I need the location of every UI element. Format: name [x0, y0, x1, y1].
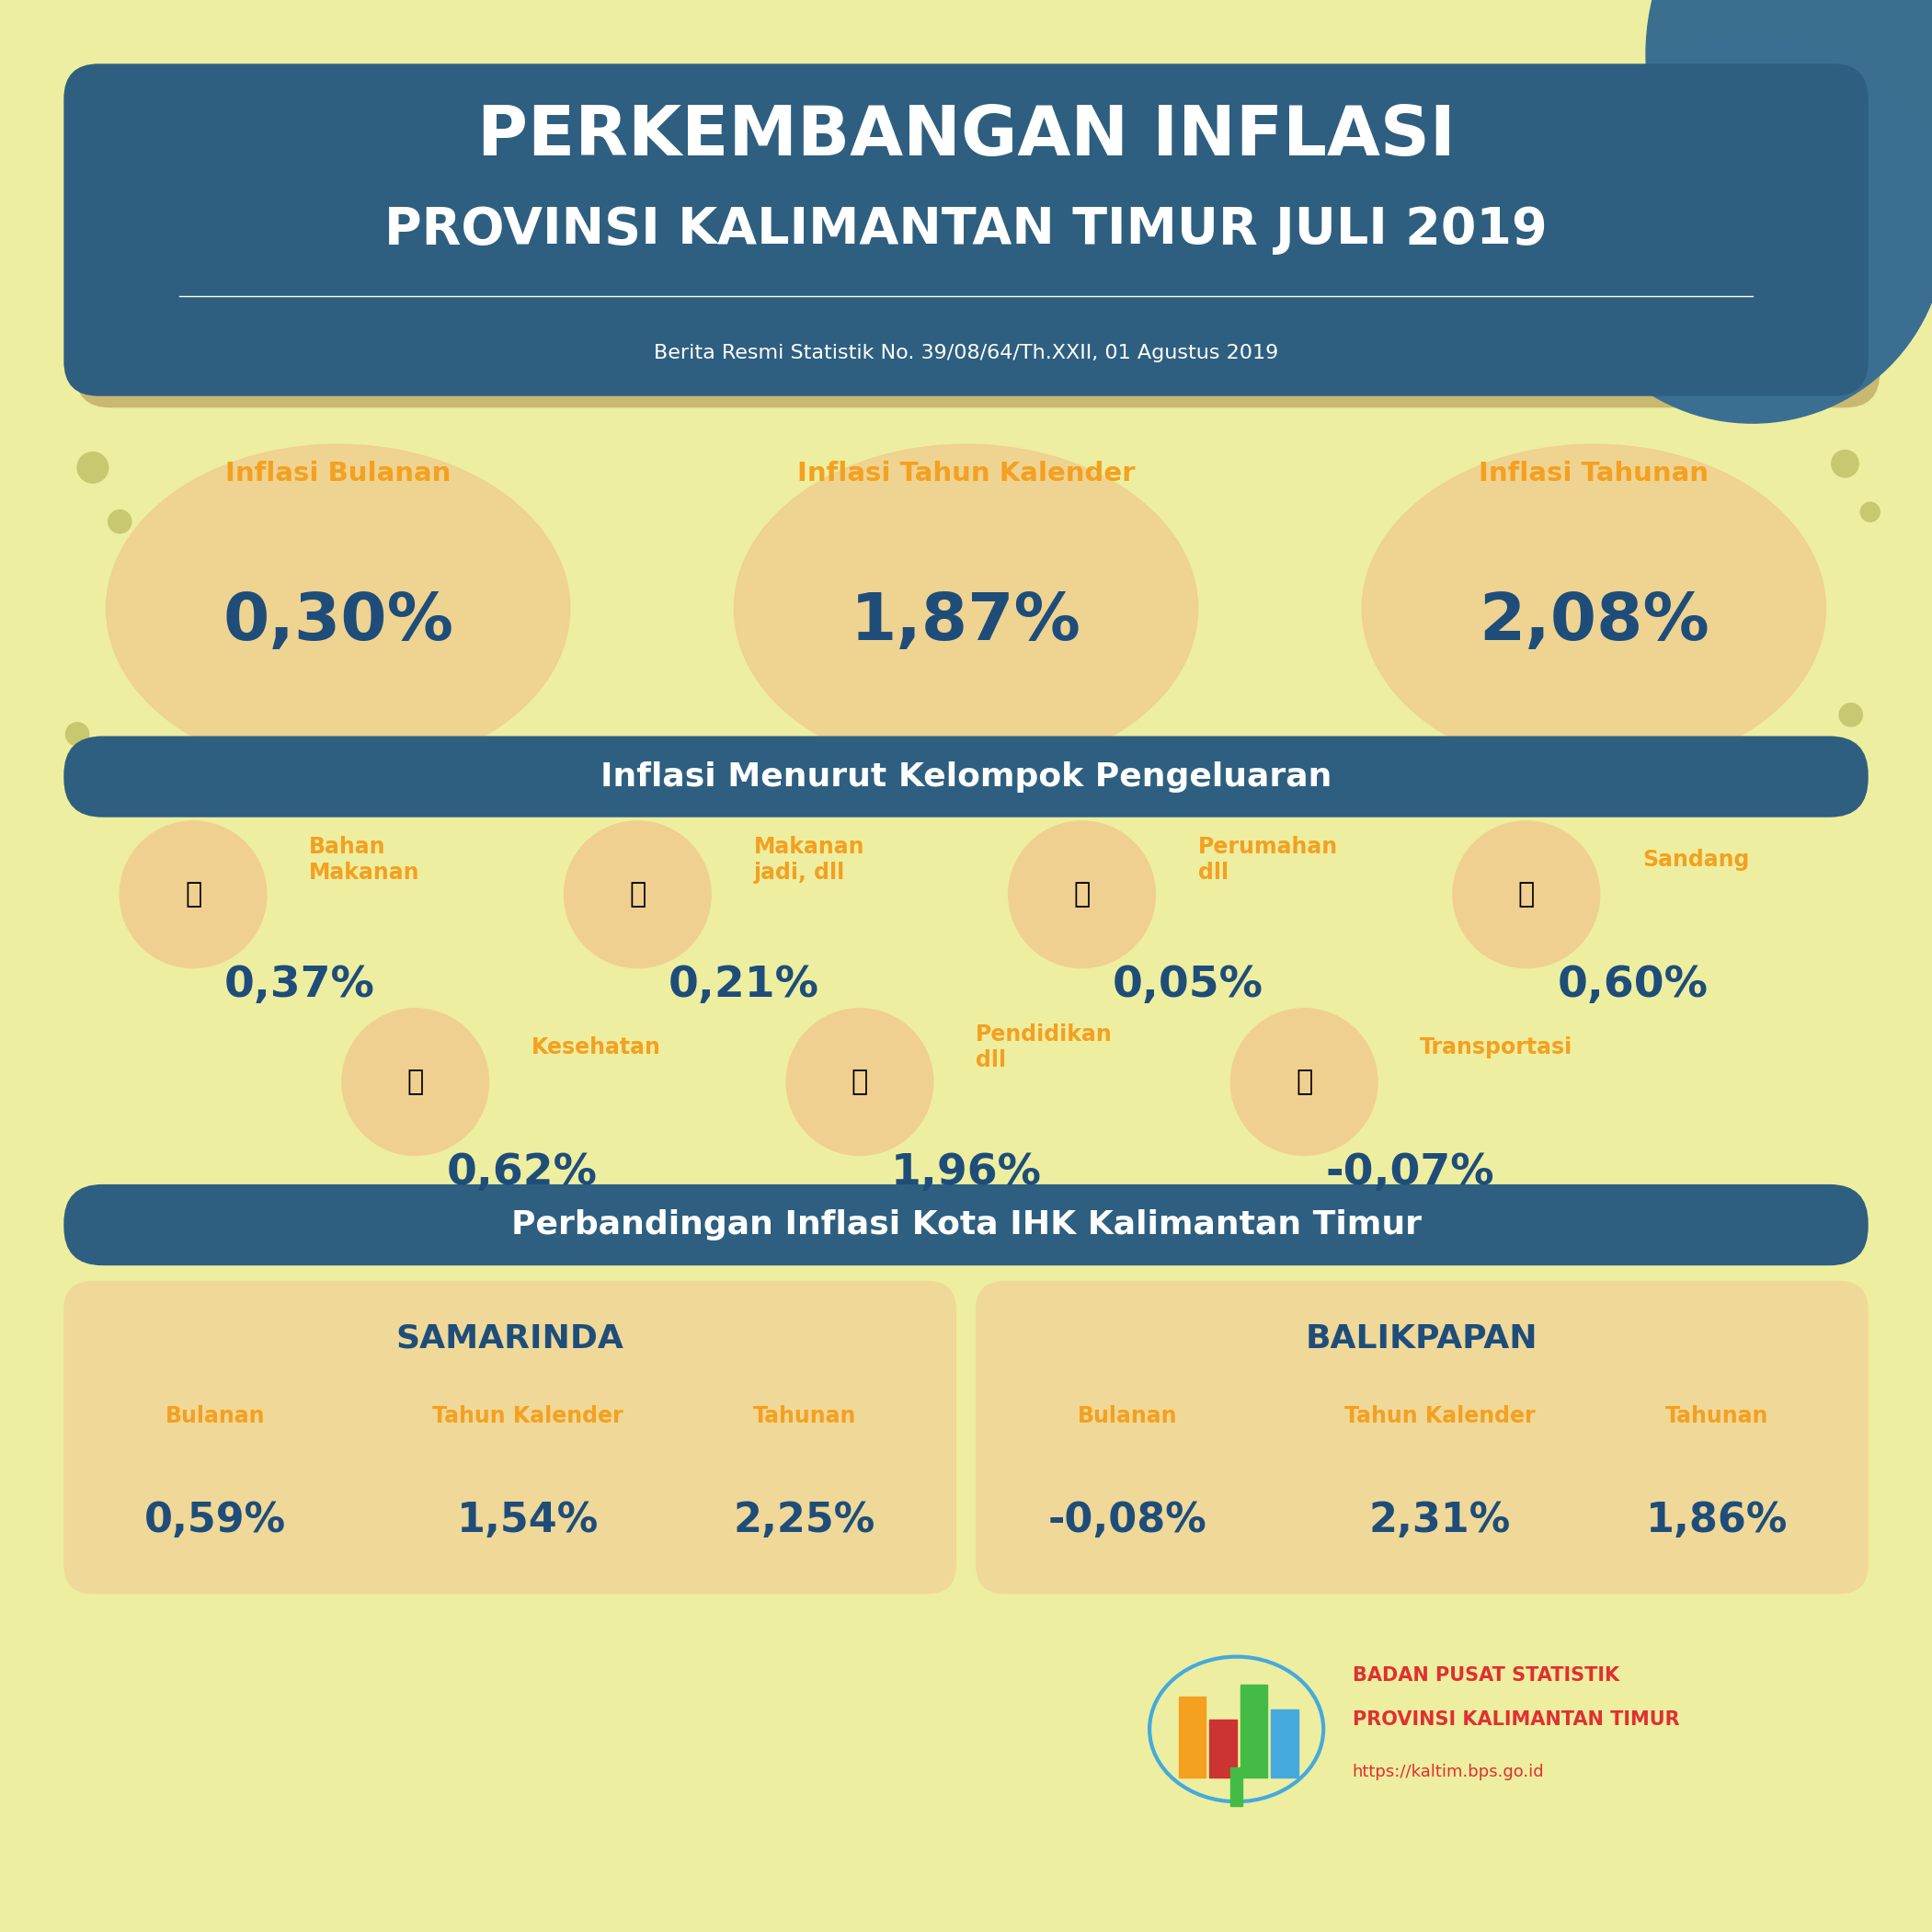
- Text: 0,05%: 0,05%: [1113, 964, 1264, 1007]
- Text: Perbandingan Inflasi Kota IHK Kalimantan Timur: Perbandingan Inflasi Kota IHK Kalimantan…: [510, 1209, 1422, 1240]
- Circle shape: [1861, 502, 1880, 522]
- Text: 👔: 👔: [1519, 881, 1534, 908]
- Circle shape: [120, 821, 267, 968]
- Text: 1,86%: 1,86%: [1646, 1501, 1787, 1540]
- Text: Berita Resmi Statistik No. 39/08/64/Th.XXII, 01 Agustus 2019: Berita Resmi Statistik No. 39/08/64/Th.X…: [653, 344, 1279, 361]
- FancyBboxPatch shape: [75, 75, 1880, 408]
- Bar: [1209, 1719, 1236, 1777]
- Circle shape: [1453, 821, 1600, 968]
- Text: 2,08%: 2,08%: [1478, 591, 1710, 653]
- Text: Perumahan
dll: Perumahan dll: [1198, 837, 1337, 883]
- FancyBboxPatch shape: [64, 64, 1868, 396]
- Text: 📚: 📚: [852, 1068, 867, 1095]
- Text: 🍔: 🍔: [630, 881, 645, 908]
- Text: 🩺: 🩺: [408, 1068, 423, 1095]
- Text: 🏠: 🏠: [1074, 881, 1090, 908]
- Text: 🍅: 🍅: [185, 881, 201, 908]
- Text: PERKEMBANGAN INFLASI: PERKEMBANGAN INFLASI: [477, 102, 1455, 170]
- FancyBboxPatch shape: [976, 1281, 1868, 1594]
- Circle shape: [1559, 37, 1932, 423]
- Text: 2,31%: 2,31%: [1370, 1501, 1511, 1540]
- Text: BALIKPAPAN: BALIKPAPAN: [1306, 1323, 1538, 1354]
- Text: 0,30%: 0,30%: [222, 591, 454, 653]
- Text: 0,60%: 0,60%: [1557, 964, 1708, 1007]
- Ellipse shape: [1362, 444, 1826, 773]
- Text: Transportasi: Transportasi: [1420, 1036, 1573, 1059]
- Text: 0,37%: 0,37%: [224, 964, 375, 1007]
- Circle shape: [66, 723, 89, 746]
- Ellipse shape: [734, 444, 1198, 773]
- Text: Inflasi Tahunan: Inflasi Tahunan: [1480, 460, 1708, 487]
- Circle shape: [1231, 1009, 1378, 1155]
- FancyBboxPatch shape: [64, 736, 1868, 817]
- Text: Tahunan: Tahunan: [753, 1405, 856, 1428]
- Circle shape: [786, 1009, 933, 1155]
- Text: 🚌: 🚌: [1296, 1068, 1312, 1095]
- Text: BADAN PUSAT STATISTIK: BADAN PUSAT STATISTIK: [1352, 1665, 1619, 1685]
- Text: https://kaltim.bps.go.id: https://kaltim.bps.go.id: [1352, 1764, 1544, 1779]
- Text: 0,59%: 0,59%: [145, 1501, 286, 1540]
- Text: Kesehatan: Kesehatan: [531, 1036, 661, 1059]
- Text: Makanan
jadi, dll: Makanan jadi, dll: [753, 837, 864, 883]
- Bar: [1271, 1710, 1298, 1777]
- Text: Inflasi Tahun Kalender: Inflasi Tahun Kalender: [798, 460, 1134, 487]
- Bar: [1240, 1685, 1267, 1777]
- Text: 0,21%: 0,21%: [668, 964, 819, 1007]
- Text: Sandang: Sandang: [1642, 848, 1748, 871]
- Circle shape: [342, 1009, 489, 1155]
- Text: PROVINSI KALIMANTAN TIMUR JULI 2019: PROVINSI KALIMANTAN TIMUR JULI 2019: [384, 205, 1548, 255]
- Text: Bulanan: Bulanan: [166, 1405, 265, 1428]
- Circle shape: [77, 452, 108, 483]
- Text: -0,07%: -0,07%: [1325, 1151, 1495, 1194]
- Circle shape: [1646, 0, 1932, 286]
- Text: 2,25%: 2,25%: [734, 1501, 875, 1540]
- Circle shape: [1839, 703, 1862, 726]
- Circle shape: [1832, 450, 1859, 477]
- Bar: [1179, 1696, 1206, 1777]
- Circle shape: [108, 510, 131, 533]
- Circle shape: [1009, 821, 1155, 968]
- Text: Pendidikan
dll: Pendidikan dll: [976, 1024, 1113, 1070]
- Text: Inflasi Bulanan: Inflasi Bulanan: [226, 460, 450, 487]
- Text: Tahun Kalender: Tahun Kalender: [1345, 1405, 1536, 1428]
- Text: Tahunan: Tahunan: [1665, 1405, 1768, 1428]
- Text: -0,08%: -0,08%: [1047, 1501, 1208, 1540]
- FancyBboxPatch shape: [64, 1281, 956, 1594]
- Text: Bahan
Makanan: Bahan Makanan: [309, 837, 419, 883]
- Text: 1,87%: 1,87%: [850, 591, 1082, 653]
- Text: Tahun Kalender: Tahun Kalender: [433, 1405, 624, 1428]
- Text: PROVINSI KALIMANTAN TIMUR: PROVINSI KALIMANTAN TIMUR: [1352, 1710, 1679, 1729]
- Text: 0,62%: 0,62%: [446, 1151, 597, 1194]
- Text: SAMARINDA: SAMARINDA: [396, 1323, 624, 1354]
- Text: Bulanan: Bulanan: [1078, 1405, 1177, 1428]
- Text: 1,54%: 1,54%: [458, 1501, 599, 1540]
- Ellipse shape: [106, 444, 570, 773]
- Circle shape: [564, 821, 711, 968]
- Text: Inflasi Menurut Kelompok Pengeluaran: Inflasi Menurut Kelompok Pengeluaran: [601, 761, 1331, 792]
- Bar: [1231, 1768, 1242, 1806]
- FancyBboxPatch shape: [64, 1184, 1868, 1265]
- Text: 1,96%: 1,96%: [891, 1151, 1041, 1194]
